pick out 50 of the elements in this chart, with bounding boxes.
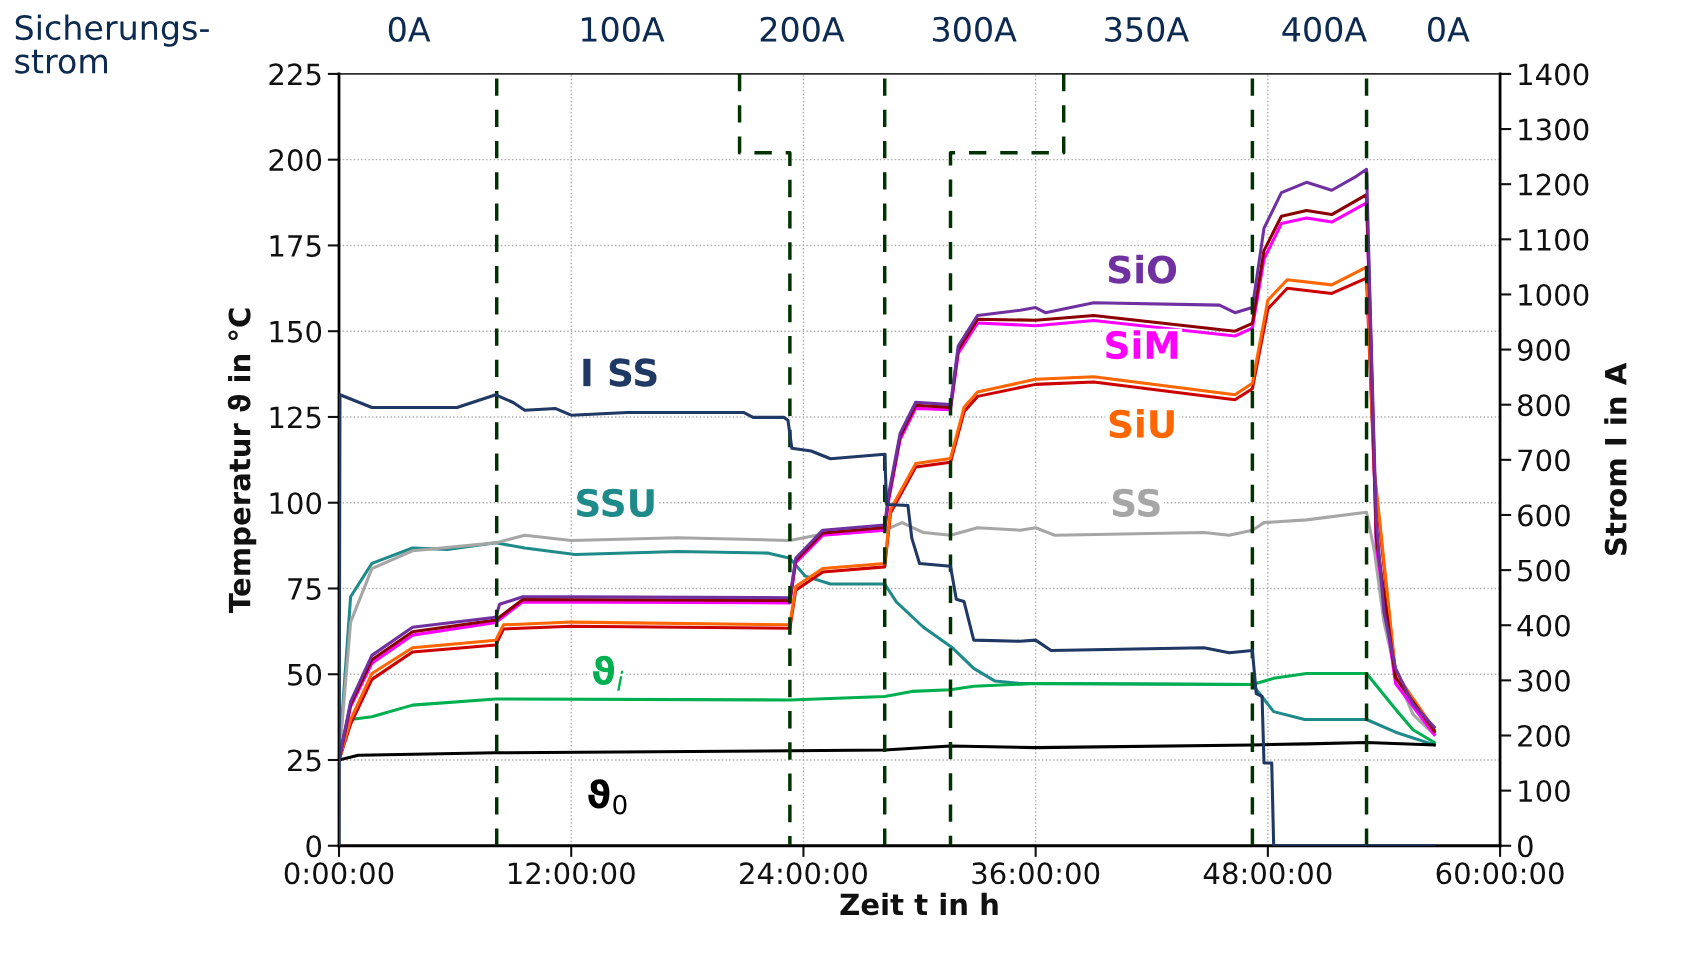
y2-tick-label: 400 [1517, 614, 1570, 637]
text: 0A [1428, 16, 1470, 42]
x-tick-label: 48:00:00 [1203, 862, 1332, 885]
y2-axis-title: Strom I in A [1604, 362, 1627, 555]
series-label: SS [1112, 488, 1160, 518]
x-tick-label: 36:00:00 [972, 862, 1100, 885]
text: 100A [581, 16, 665, 42]
y-tick-label: 175 [270, 235, 321, 257]
text: 0A [388, 16, 431, 42]
x-tick-label: 60:00:00 [1436, 862, 1564, 885]
text: 400A [1282, 16, 1367, 42]
y2-tick-label: 800 [1518, 394, 1570, 417]
x-tick-label: 0:00:00 [284, 862, 394, 885]
y2-tick-label: 100 [1519, 780, 1570, 803]
y-tick-label: 225 [269, 63, 321, 86]
x-axis-title: Zeit t in h [840, 892, 998, 916]
y2-tick-label: 1400 [1519, 63, 1589, 86]
y2-tick-label: 200 [1518, 724, 1570, 747]
y2-tick-label: 1200 [1519, 173, 1589, 196]
x-tick-label: 12:00:00 [508, 862, 635, 885]
y-tick-label: 50 [288, 663, 322, 686]
y-tick-label: 100 [270, 492, 322, 515]
series-label: ϑ$_{0}$ [588, 779, 627, 815]
y2-tick-label: 0 [1517, 835, 1533, 858]
y2-tick-label: 300 [1518, 669, 1570, 692]
series-label: SSU [577, 488, 654, 518]
text: Sicherungs- strom [15, 14, 209, 74]
text: 350A [1105, 16, 1189, 42]
text: 200A [760, 16, 845, 42]
series-label: SiO [1108, 254, 1177, 284]
y-axis-title: Temperatur ϑ in °C [227, 308, 257, 613]
y2-tick-label: 600 [1518, 504, 1570, 527]
series-label: ϑ$_{i}$ [593, 655, 624, 691]
y2-tick-label: 500 [1518, 559, 1570, 582]
y-tick-label: 125 [270, 406, 321, 429]
y-tick-label: 25 [288, 749, 321, 772]
y-tick-label: 150 [270, 320, 322, 343]
y2-tick-label: 1000 [1519, 283, 1589, 306]
y-tick-label: 75 [288, 578, 321, 600]
y-tick-label: 0 [306, 835, 322, 858]
x-tick-label: 24:00:00 [740, 862, 867, 885]
y2-tick-label: 700 [1518, 449, 1570, 472]
series-label: I SS [583, 358, 657, 387]
y-tick-label: 200 [269, 149, 322, 172]
y2-tick-label: 900 [1517, 339, 1570, 362]
series-label: SiM [1106, 330, 1178, 360]
y2-tick-label: 1300 [1519, 118, 1589, 141]
text: 300A [933, 16, 1017, 42]
y2-tick-label: 1100 [1519, 228, 1589, 251]
series-label: SiU [1109, 409, 1174, 439]
